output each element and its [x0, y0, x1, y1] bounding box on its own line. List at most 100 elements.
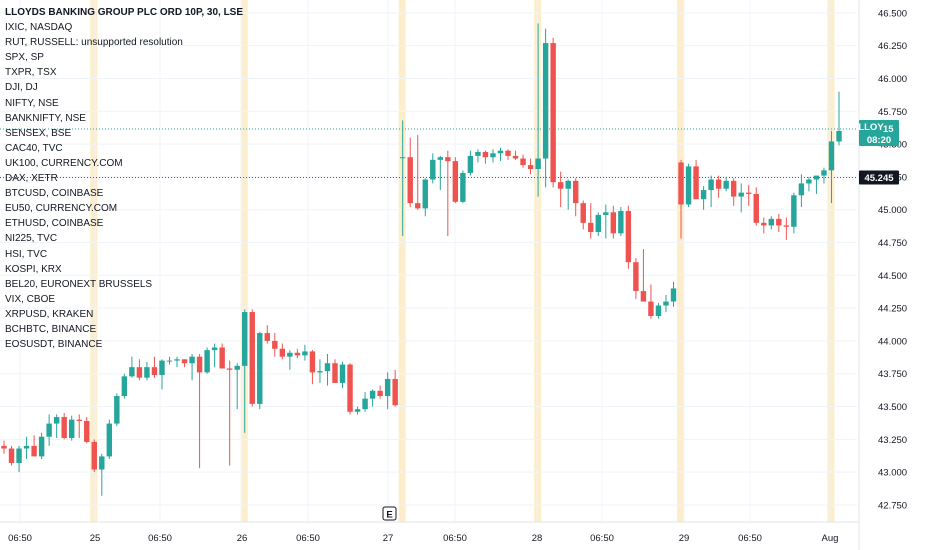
- candle: [99, 453, 105, 496]
- compare-symbol-spx[interactable]: SPX, SP: [5, 52, 44, 64]
- candle-body: [287, 352, 293, 357]
- compare-symbol-uk100[interactable]: UK100, CURRENCY.COM: [5, 157, 123, 169]
- candle: [174, 356, 180, 368]
- candle: [189, 354, 195, 381]
- compare-symbol-hsi[interactable]: HSI, TVC: [5, 248, 48, 260]
- candle: [610, 205, 617, 239]
- candle: [272, 333, 278, 357]
- candle: [452, 157, 459, 204]
- candle-body: [279, 348, 286, 357]
- candle: [445, 150, 451, 236]
- price-axis-tick-label: 44.000: [878, 336, 907, 347]
- reference-price-value: 45.245: [864, 173, 894, 184]
- candle-body: [557, 182, 564, 189]
- candle: [369, 389, 376, 407]
- compare-symbol-kospi[interactable]: KOSPI, KRX: [5, 263, 62, 275]
- candle-body: [23, 445, 30, 449]
- session-highlight-band: [534, 0, 542, 522]
- candle: [384, 372, 391, 410]
- candle-body: [633, 262, 639, 292]
- candle-body: [670, 288, 677, 302]
- candle: [31, 435, 37, 457]
- candle: [776, 213, 782, 233]
- compare-symbol-ni225[interactable]: NI225, TVC: [5, 233, 58, 245]
- session-highlight-band: [827, 0, 835, 522]
- compare-symbol-bel20[interactable]: BEL20, EURONEXT BRUSSELS: [5, 278, 153, 290]
- candle-body: [761, 222, 767, 226]
- compare-symbol-sensex[interactable]: SENSEX, BSE: [5, 127, 72, 139]
- compare-symbol-dji[interactable]: DJI, DJ: [5, 82, 38, 94]
- candle: [497, 148, 504, 162]
- candle-body: [776, 218, 782, 226]
- candle: [121, 373, 128, 399]
- candle: [520, 154, 526, 168]
- candle-body: [309, 351, 316, 373]
- candle: [467, 150, 474, 176]
- compare-symbol-dax[interactable]: DAX, XETR: [5, 173, 58, 185]
- compare-symbol-bchbtc[interactable]: BCHBTC, BINANCE: [5, 323, 97, 335]
- price-axis-tick-label: 44.500: [878, 271, 907, 282]
- candle: [407, 137, 413, 208]
- compare-symbol-ethusd[interactable]: ETHUSD, COINBASE: [5, 218, 104, 230]
- compare-symbol-txpr[interactable]: TXPR, TSX: [5, 67, 57, 79]
- compare-symbol-xrpusd[interactable]: XRPUSD, KRAKEN: [5, 308, 94, 320]
- compare-symbol-btcusd[interactable]: BTCUSD, COINBASE: [5, 188, 104, 200]
- candle: [196, 354, 203, 469]
- candle-body: [460, 172, 466, 202]
- candle-body: [573, 180, 579, 204]
- session-highlight-band: [90, 0, 98, 522]
- candle: [512, 150, 519, 160]
- candle: [595, 212, 601, 236]
- compare-symbol-ixic[interactable]: IXIC, NASDAQ: [5, 22, 73, 34]
- time-axis-tick-label: 26: [237, 533, 248, 544]
- candle-body: [249, 312, 255, 404]
- candle-body: [708, 179, 714, 191]
- candle-body: [324, 363, 331, 372]
- compare-symbol-eosusdt[interactable]: EOSUSDT, BINANCE: [5, 339, 103, 351]
- candle-body: [61, 417, 67, 439]
- candle-body: [189, 356, 195, 364]
- price-axis-tick-label: 43.500: [878, 402, 907, 413]
- candle-body: [746, 192, 752, 194]
- candle: [663, 294, 669, 313]
- compare-symbol-cac40[interactable]: CAC40, TVC: [5, 142, 63, 154]
- candle-body: [482, 151, 489, 158]
- candle: [482, 150, 489, 164]
- candle: [226, 360, 233, 466]
- candle-body: [1, 445, 7, 449]
- price-axis-tick-label: 45.750: [878, 107, 907, 118]
- candle-body: [422, 179, 428, 209]
- event-marker-box: [382, 506, 397, 521]
- compare-symbol-rut[interactable]: RUT, RUSSELL: unsupported resolution: [5, 37, 183, 49]
- compare-symbol-banknifty[interactable]: BANKNIFTY, NSE: [5, 112, 86, 124]
- chart-title[interactable]: LLOYDS BANKING GROUP PLC ORD 10P, 30, LS…: [5, 7, 244, 18]
- candle-body: [512, 155, 519, 159]
- candle-body: [257, 333, 263, 404]
- compare-symbol-nifty[interactable]: NIFTY, NSE: [5, 97, 59, 109]
- candle-body: [68, 419, 75, 439]
- candle-body: [8, 448, 15, 463]
- candle-body: [497, 150, 504, 154]
- symbol-label-text: LLOY: [858, 122, 884, 133]
- candle-body: [730, 180, 737, 197]
- candle: [678, 159, 684, 239]
- candle: [38, 432, 45, 460]
- candle: [377, 385, 383, 399]
- candle: [475, 149, 481, 163]
- candle: [633, 258, 639, 299]
- candle-body: [369, 390, 376, 399]
- candle: [828, 130, 835, 204]
- candle: [114, 393, 120, 427]
- candle: [309, 350, 316, 385]
- candle-body: [610, 212, 617, 234]
- candle: [565, 179, 571, 210]
- candle-body: [151, 367, 158, 376]
- compare-symbol-eu50[interactable]: EU50, CURRENCY.COM: [5, 203, 118, 215]
- candle-body: [663, 301, 669, 306]
- compare-symbol-vix[interactable]: VIX, CBOE: [5, 293, 56, 305]
- candle-body: [53, 417, 60, 424]
- price-axis-tick-label: 42.750: [878, 500, 907, 511]
- candle-body: [91, 441, 97, 470]
